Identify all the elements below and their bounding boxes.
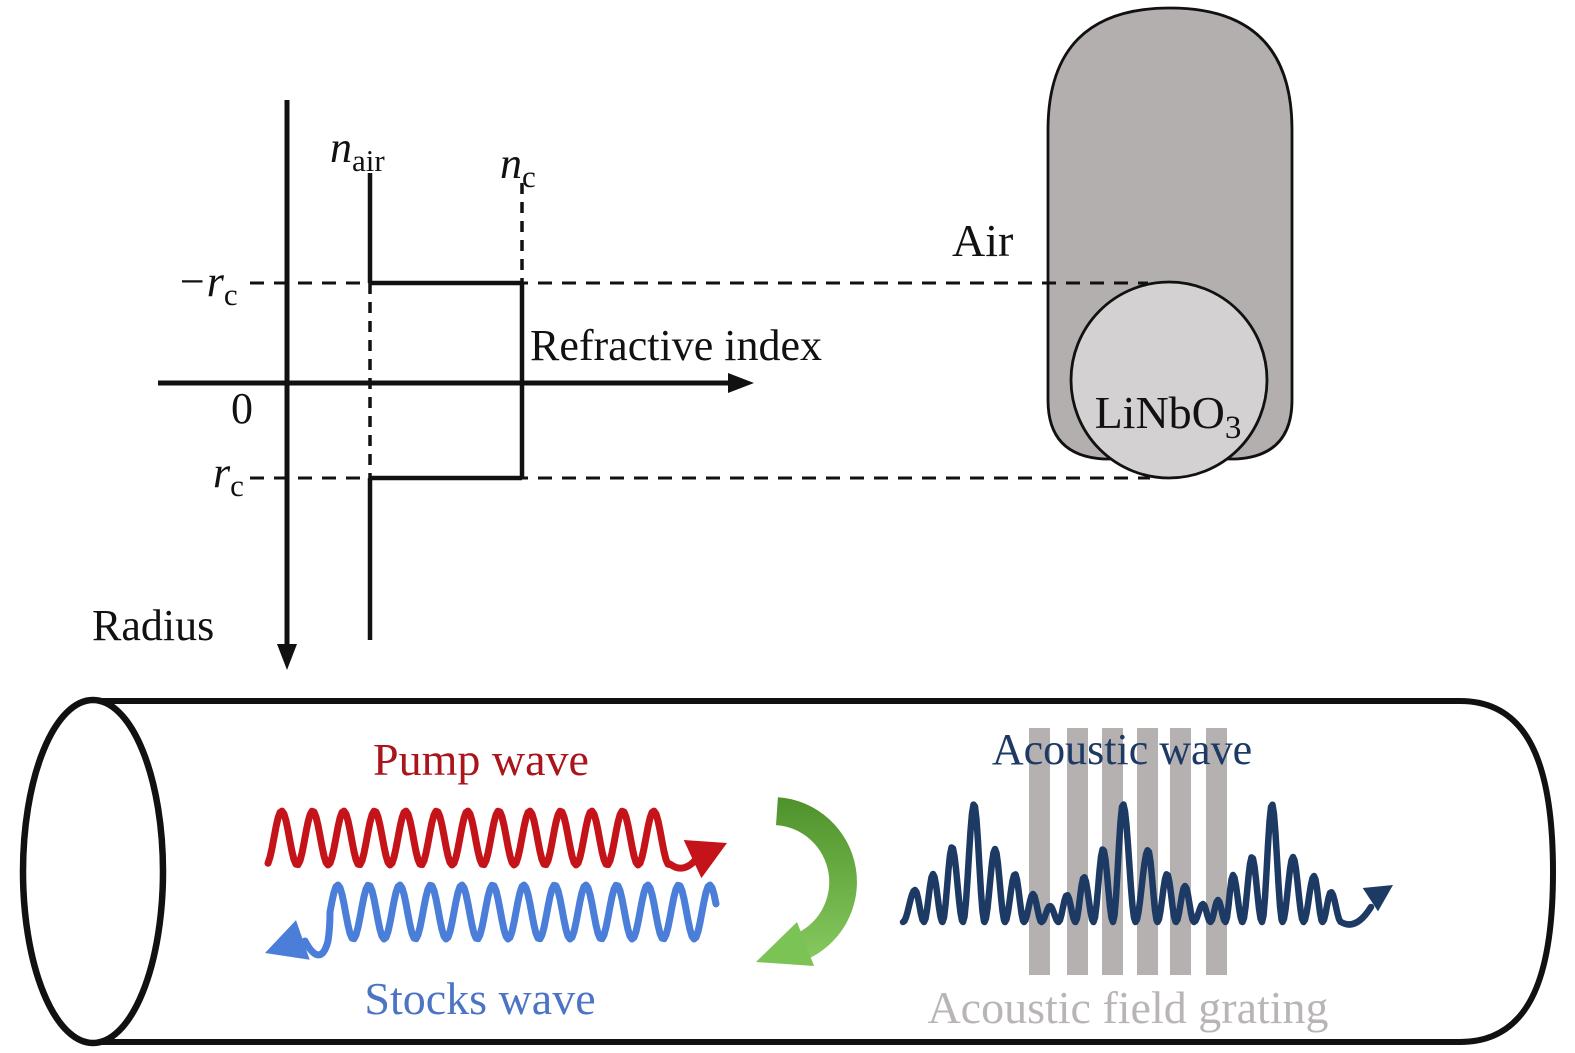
acoustic-arrowhead-icon bbox=[1362, 885, 1393, 912]
refractive-axis-label: Refractive index bbox=[530, 321, 822, 370]
origin-label: 0 bbox=[231, 384, 253, 433]
rc-label: rc bbox=[213, 448, 244, 503]
acoustic-wave-tail bbox=[1337, 903, 1375, 928]
acoustic-wave-label: Acoustic wave bbox=[992, 725, 1252, 774]
n-c-label: nc bbox=[500, 139, 536, 194]
air-label: Air bbox=[952, 215, 1013, 266]
fiber-group: Pump wave Stocks wave Acoustic wave Acou… bbox=[19, 696, 1557, 1047]
fiber-end-ellipse bbox=[19, 696, 167, 1047]
coupling-arrowhead-icon bbox=[756, 922, 814, 966]
acoustic-wave bbox=[899, 801, 1344, 926]
pump-wave bbox=[264, 807, 674, 869]
radius-axis-arrowhead-icon bbox=[277, 644, 297, 670]
stokes-wave-label: Stocks wave bbox=[364, 973, 595, 1024]
minus-rc-label: −rc bbox=[177, 257, 238, 312]
rod-material-label: LiNbO3 bbox=[1095, 387, 1242, 446]
rod-face bbox=[1069, 280, 1269, 480]
acoustic-grating-label: Acoustic field grating bbox=[927, 982, 1328, 1033]
pump-wave-label: Pump wave bbox=[373, 734, 589, 785]
n-air-label: nair bbox=[330, 123, 385, 178]
pump-arrowhead-icon bbox=[683, 840, 727, 879]
refractive-axis-arrowhead-icon bbox=[728, 373, 754, 393]
refractive-index-plot bbox=[158, 100, 1150, 670]
stokes-arrowhead-icon bbox=[265, 920, 310, 960]
rod-group: LiNbO3 Air bbox=[952, 6, 1294, 480]
stokes-wave bbox=[301, 881, 720, 959]
plot-labels: nair nc −rc 0 rc Radius Refractive index bbox=[92, 123, 822, 650]
fiber-outline bbox=[93, 698, 1557, 1045]
radius-axis-label: Radius bbox=[92, 601, 214, 650]
coupling-arrow-arc bbox=[776, 797, 857, 961]
